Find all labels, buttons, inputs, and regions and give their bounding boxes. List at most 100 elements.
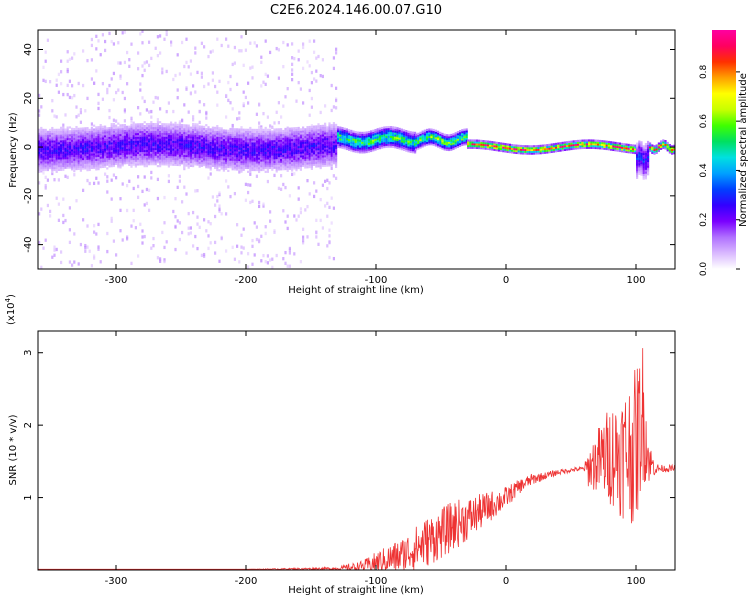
spectrogram-cell: [187, 134, 190, 137]
spectrogram-cell: [264, 225, 267, 229]
spectrogram-cell: [354, 136, 357, 140]
spectrogram-cell: [614, 141, 617, 145]
spectrogram-cell: [233, 133, 236, 137]
spectrogram-cell: [134, 123, 137, 126]
spectrogram-cell: [141, 157, 144, 160]
spectrogram-cell: [421, 141, 424, 144]
spectrogram-cell: [400, 130, 403, 133]
spectrogram-cell: [317, 153, 320, 156]
spectrogram-cell: [335, 142, 338, 146]
spectrogram-cell: [524, 145, 527, 148]
spectrogram-cell: [321, 159, 324, 162]
spectrogram-cell: [389, 126, 392, 129]
spectrogram-cell: [321, 140, 324, 143]
spectrogram-cell: [68, 137, 71, 141]
spectrogram-cell: [359, 151, 362, 154]
spectrogram-cell: [299, 128, 302, 131]
spectrogram-cell: [293, 252, 296, 256]
spectrogram-cell: [73, 164, 76, 167]
spectrogram-cell: [53, 136, 56, 139]
spectrogram-cell: [354, 138, 357, 142]
spectrogram-cell: [341, 130, 344, 134]
spectrogram-cell: [324, 179, 327, 184]
spectrogram-cell: [42, 161, 45, 164]
spectrogram-cell: [211, 149, 214, 152]
spectrogram-cell: [75, 143, 78, 146]
spectrogram-cell: [574, 145, 577, 148]
spectrogram-cell: [187, 160, 190, 163]
spectrogram-cell: [647, 152, 650, 155]
spectrogram-cell: [84, 161, 87, 164]
spectrogram-cell: [214, 159, 217, 162]
spectrogram-cell: [315, 144, 318, 147]
spectrogram-cell: [77, 139, 80, 142]
spectrogram-cell: [183, 126, 186, 129]
spectrogram-cell: [227, 135, 230, 138]
spectrogram-cell: [310, 161, 313, 165]
spectrogram-cell: [189, 162, 192, 166]
spectrogram-cell: [198, 127, 201, 130]
spectrogram-cell: [614, 147, 617, 150]
spectrogram-cell: [568, 146, 571, 149]
spectrogram-cell: [119, 158, 122, 161]
spectrogram-cell: [306, 145, 309, 148]
spectrogram-cell: [421, 139, 424, 142]
spectrogram-cell: [62, 147, 65, 150]
spectrogram-cell: [421, 132, 424, 135]
spectrogram-cell: [62, 130, 65, 133]
spectrogram-cell: [143, 61, 146, 65]
spectrogram-cell: [115, 147, 118, 150]
spectrogram-cell: [194, 144, 197, 147]
spectrogram-cell: [374, 148, 377, 151]
spectrogram-cell: [64, 149, 67, 152]
spectrogram-cell: [192, 115, 195, 119]
spectrogram-cell: [405, 141, 408, 144]
spectrogram-cell: [306, 137, 309, 140]
spectrogram-cell: [313, 39, 316, 43]
spectrogram-cell: [662, 146, 665, 149]
spectrogram-cell: [495, 145, 498, 148]
spectrogram-cell: [432, 130, 435, 133]
spectrogram-cell: [110, 77, 113, 81]
spectrogram-cell: [352, 138, 355, 141]
spectrogram-cell: [326, 128, 329, 131]
spectrogram-cell: [577, 141, 580, 144]
spectrogram-cell: [167, 163, 170, 166]
spectrogram-cell: [211, 130, 214, 133]
spectrogram-cell: [38, 142, 41, 145]
spectrogram-cell: [539, 148, 542, 151]
spectrogram-cell: [330, 137, 333, 140]
spectrogram-cell: [383, 126, 386, 129]
spectrogram-cell: [524, 148, 527, 151]
spectrogram-cell: [75, 199, 78, 203]
spectrogram-cell: [60, 59, 63, 63]
spectrogram-cell: [163, 144, 166, 147]
spectrogram-cell: [297, 149, 300, 152]
spectrogram-cell: [621, 148, 624, 151]
spectrogram-cell: [66, 67, 69, 72]
spectrogram-cell: [174, 127, 177, 130]
spectrogram-cell: [185, 192, 188, 196]
spectrogram-cell: [225, 146, 228, 149]
spectrogram-cell: [376, 134, 379, 137]
spectrogram-cell: [249, 155, 252, 158]
spectrogram-cell: [196, 127, 199, 130]
spectrogram-cell: [143, 140, 146, 143]
spectrogram-cell: [275, 160, 278, 164]
spectrogram-cell: [238, 164, 241, 167]
spectrogram-cell: [183, 147, 186, 150]
spectrogram-cell: [255, 138, 258, 141]
spectrogram-cell: [636, 172, 639, 176]
spectrogram-cell: [44, 128, 47, 132]
spectrogram-cell: [244, 48, 247, 52]
spectrogram-cell: [71, 145, 74, 148]
spectrogram-cell: [370, 145, 373, 149]
spectrogram-cell: [443, 135, 446, 138]
spectrogram-cell: [258, 128, 261, 132]
spectrogram-cell: [53, 140, 56, 143]
spectrogram-cell: [328, 135, 331, 138]
spectrogram-cell: [326, 186, 329, 191]
spectrogram-cell: [367, 144, 370, 147]
spectrogram-cell: [143, 151, 146, 154]
spectrogram-cell: [385, 139, 388, 142]
